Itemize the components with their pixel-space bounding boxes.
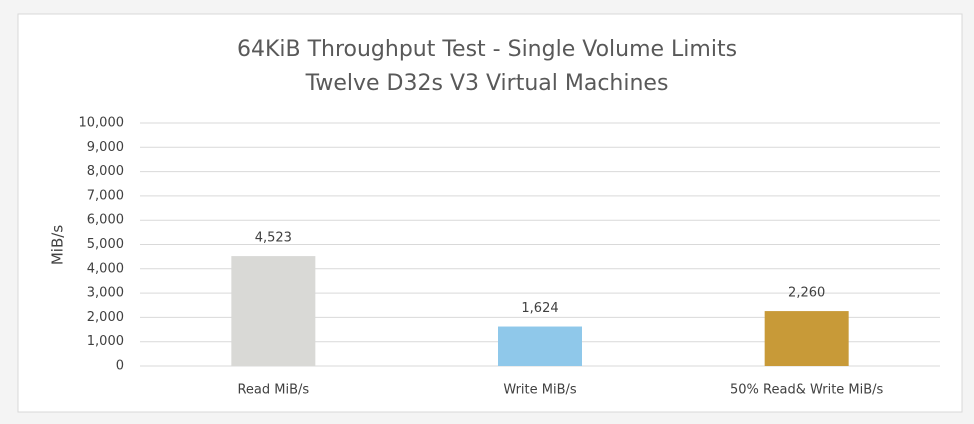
data-label: 4,523: [255, 231, 292, 246]
bar: [498, 326, 582, 366]
y-tick-label: 1,000: [87, 334, 124, 349]
chart-subtitle: Twelve D32s V3 Virtual Machines: [305, 71, 669, 96]
chart-title: 64KiB Throughput Test - Single Volume Li…: [237, 37, 737, 62]
bar: [764, 311, 849, 366]
y-tick-label: 9,000: [87, 140, 124, 155]
x-tick-label: 50% Read& Write MiB/s: [730, 383, 884, 398]
y-tick-label: 6,000: [87, 213, 124, 228]
y-tick-label: 2,000: [87, 310, 124, 325]
x-tick-label: Read MiB/s: [237, 383, 309, 398]
y-tick-label: 7,000: [87, 188, 124, 203]
data-label: 1,624: [521, 301, 558, 316]
y-tick-label: 0: [116, 359, 124, 374]
y-tick-label: 10,000: [79, 116, 125, 131]
y-tick-label: 5,000: [87, 237, 124, 252]
y-tick-label: 4,000: [87, 261, 124, 276]
y-tick-label: 8,000: [87, 164, 124, 179]
y-tick-label: 3,000: [87, 286, 124, 301]
x-tick-label: Write MiB/s: [503, 383, 577, 398]
data-label: 2,260: [788, 286, 825, 301]
y-axis-label: MiB/s: [49, 225, 67, 265]
bar: [231, 256, 316, 366]
